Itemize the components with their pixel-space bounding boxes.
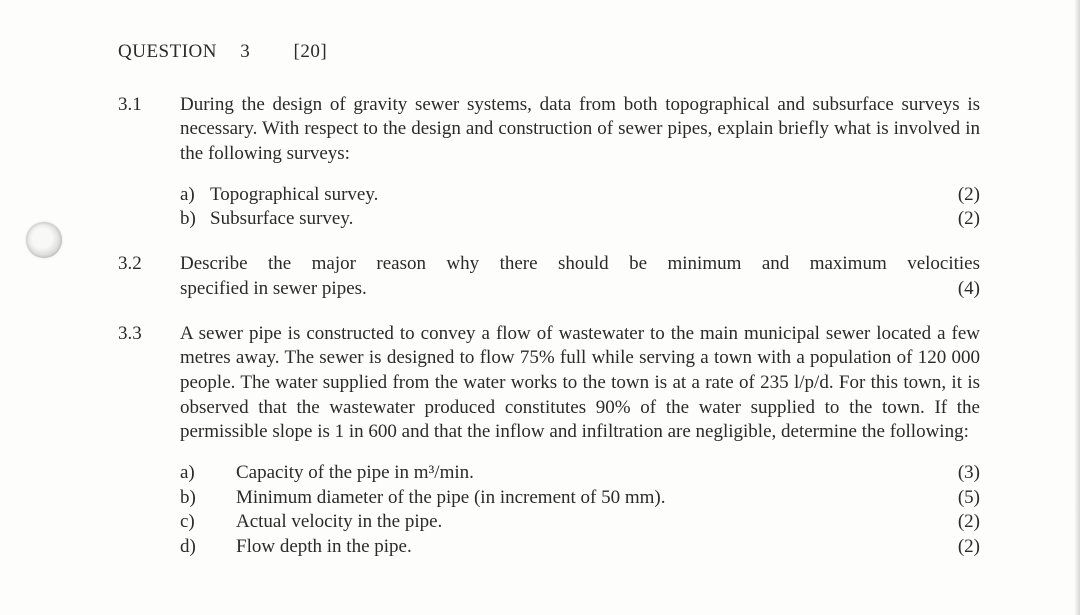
option-marks: (2) [940,510,980,535]
subquestion-3-2: 3.2 Describe the major reason why there … [118,252,980,301]
subquestion-3-1: 3.1 During the design of gravity sewer s… [118,93,980,232]
option-text: Flow depth in the pipe. [236,535,940,560]
option-marks: (2) [940,535,980,560]
text-line: Describe the major reason why there shou… [180,252,980,277]
subquestion-number: 3.2 [118,252,180,301]
option-marks: (5) [940,486,980,511]
option-text: Minimum diameter of the pipe (in increme… [236,486,940,511]
option-letter: a) [180,183,210,208]
option-row: d) Flow depth in the pipe. (2) [180,535,980,560]
question-number: 3 [240,40,250,65]
question-total-marks: [20] [294,40,328,65]
option-row: b) Minimum diameter of the pipe (in incr… [180,486,980,511]
question-header: QUESTION 3 [20] [118,40,980,65]
subquestion-text-line1: Describe the major reason why there shou… [180,252,980,277]
exam-page: QUESTION 3 [20] 3.1 During the design of… [0,0,1080,602]
option-letter: c) [180,510,236,535]
subquestion-3-3: 3.3 A sewer pipe is constructed to conve… [118,322,980,560]
option-letter: d) [180,535,236,560]
subquestion-number: 3.3 [118,322,180,560]
option-letter: a) [180,461,236,486]
option-text: Actual velocity in the pipe. [236,510,940,535]
page-edge-shadow [1074,0,1080,615]
option-row: c) Actual velocity in the pipe. (2) [180,510,980,535]
option-marks: (3) [940,461,980,486]
hole-punch-mark [26,222,62,258]
text-line: specified in sewer pipes. (4) [180,277,980,302]
option-text: Topographical survey. [210,183,940,208]
option-marks: (2) [940,207,980,232]
subquestion-body: Describe the major reason why there shou… [180,252,980,301]
option-row: b) Subsurface survey. (2) [180,207,980,232]
subquestion-body: A sewer pipe is constructed to convey a … [180,322,980,560]
subquestion-intro: A sewer pipe is constructed to convey a … [180,322,980,445]
option-text: Subsurface survey. [210,207,940,232]
option-marks: (2) [940,183,980,208]
option-letter: b) [180,207,210,232]
subquestion-number: 3.1 [118,93,180,232]
subquestion-marks: (4) [940,277,980,302]
option-list: a) Topographical survey. (2) b) Subsurfa… [180,183,980,232]
subquestion-text-line2: specified in sewer pipes. [180,277,940,302]
subquestion-body: During the design of gravity sewer syste… [180,93,980,232]
option-text: Capacity of the pipe in m³/min. [236,461,940,486]
option-letter: b) [180,486,236,511]
question-label: QUESTION [118,40,217,65]
option-row: a) Topographical survey. (2) [180,183,980,208]
subquestion-intro: During the design of gravity sewer syste… [180,93,980,167]
option-list: a) Capacity of the pipe in m³/min. (3) b… [180,461,980,560]
option-row: a) Capacity of the pipe in m³/min. (3) [180,461,980,486]
